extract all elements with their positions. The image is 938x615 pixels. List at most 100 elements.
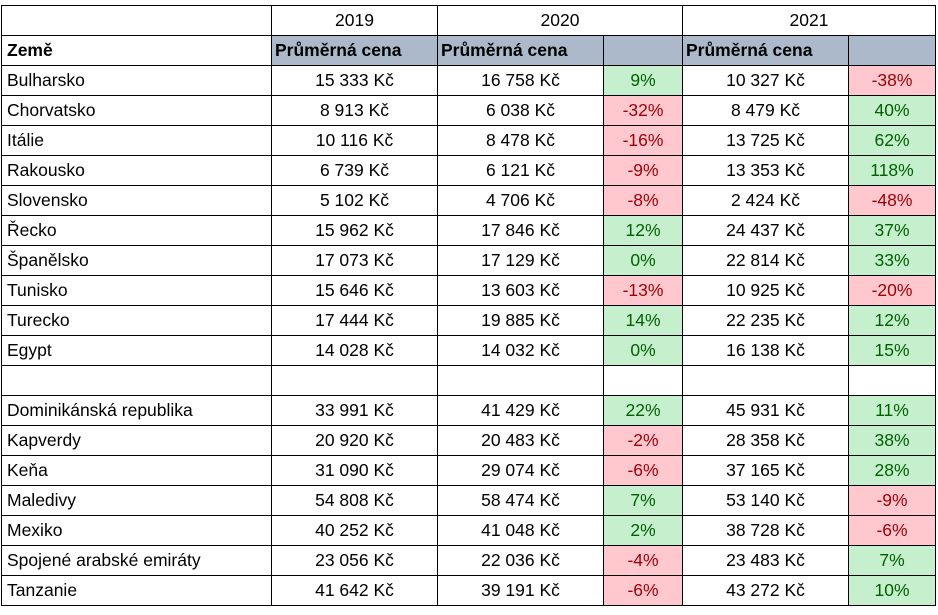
price-2019-cell: 17 444 Kč — [271, 305, 438, 336]
change-2021-cell: 118% — [848, 155, 936, 186]
change-2020-cell: 9% — [603, 65, 683, 96]
change-header-2020 — [603, 35, 683, 66]
table-row: Bulharsko 15 333 Kč 16 758 Kč 9% 10 327 Kč -3… — [1, 65, 936, 96]
change-2020-cell: 14% — [603, 305, 683, 336]
table-row: Španělsko 17 073 Kč 17 129 Kč 0% 22 814 Kč 33… — [1, 245, 936, 276]
price-2019-cell: 20 920 Kč — [271, 425, 438, 456]
price-2020-cell: 19 885 Kč — [437, 305, 604, 336]
price-2021-cell: 53 140 Kč — [682, 485, 849, 516]
price-2021-cell: 23 483 Kč — [682, 545, 849, 576]
price-header-2020: Průměrná cena — [437, 35, 604, 66]
change-2021-cell: -48% — [848, 185, 936, 216]
empty-cell — [271, 365, 438, 396]
header-row: Země Průměrná cena Průměrná cena Průměrn… — [1, 35, 936, 66]
change-2020-cell: -13% — [603, 275, 683, 306]
price-2021-cell: 2 424 Kč — [682, 185, 849, 216]
country-cell: Chorvatsko — [1, 95, 272, 126]
change-2021-cell: 10% — [848, 575, 936, 606]
price-2019-cell: 8 913 Kč — [271, 95, 438, 126]
price-2021-cell: 13 725 Kč — [682, 125, 849, 156]
table-row: Kapverdy 20 920 Kč 20 483 Kč -2% 28 358 Kč 38… — [1, 425, 936, 456]
change-2020-cell: 22% — [603, 395, 683, 426]
change-2021-cell: 33% — [848, 245, 936, 276]
change-2020-cell: 2% — [603, 515, 683, 546]
price-2019-cell: 31 090 Kč — [271, 455, 438, 486]
country-cell: Mexiko — [1, 515, 272, 546]
change-2020-cell: 12% — [603, 215, 683, 246]
table-row: Itálie 10 116 Kč 8 478 Kč -16% 13 725 Kč 62% — [1, 125, 936, 156]
empty-cell — [1, 365, 272, 396]
change-2020-cell: -8% — [603, 185, 683, 216]
table-row: Mexiko 40 252 Kč 41 048 Kč 2% 38 728 Kč -6% — [1, 515, 936, 546]
price-2019-cell: 41 642 Kč — [271, 575, 438, 606]
change-2021-cell: -9% — [848, 485, 936, 516]
change-header-2021 — [848, 35, 936, 66]
change-2021-cell: -38% — [848, 65, 936, 96]
empty-cell — [682, 365, 849, 396]
table-row: Spojené arabské emiráty 23 056 Kč 22 036 K… — [1, 545, 936, 576]
table-row: Egypt 14 028 Kč 14 032 Kč 0% 16 138 Kč 15% — [1, 335, 936, 366]
change-2021-cell: -6% — [848, 515, 936, 546]
price-2019-cell: 23 056 Kč — [271, 545, 438, 576]
change-2021-cell: -20% — [848, 275, 936, 306]
empty-cell — [437, 365, 604, 396]
table-row: Dominikánská republika 33 991 Kč 41 429 Kč… — [1, 395, 936, 426]
country-cell: Egypt — [1, 335, 272, 366]
country-cell: Turecko — [1, 305, 272, 336]
table-row: Keňa 31 090 Kč 29 074 Kč -6% 37 165 Kč 28% — [1, 455, 936, 486]
price-2019-cell: 15 646 Kč — [271, 275, 438, 306]
price-2020-cell: 14 032 Kč — [437, 335, 604, 366]
price-2020-cell: 4 706 Kč — [437, 185, 604, 216]
price-2020-cell: 13 603 Kč — [437, 275, 604, 306]
price-2020-cell: 8 478 Kč — [437, 125, 604, 156]
change-2021-cell: 38% — [848, 425, 936, 456]
change-2021-cell: 15% — [848, 335, 936, 366]
change-2020-cell: 7% — [603, 485, 683, 516]
price-2019-cell: 33 991 Kč — [271, 395, 438, 426]
price-2021-cell: 28 358 Kč — [682, 425, 849, 456]
price-2021-cell: 37 165 Kč — [682, 455, 849, 486]
price-2021-cell: 22 235 Kč — [682, 305, 849, 336]
price-2021-cell: 38 728 Kč — [682, 515, 849, 546]
table-row: Maledivy 54 808 Kč 58 474 Kč 7% 53 140 Kč -9% — [1, 485, 936, 516]
price-2021-cell: 22 814 Kč — [682, 245, 849, 276]
price-2020-cell: 20 483 Kč — [437, 425, 604, 456]
country-cell: Řecko — [1, 215, 272, 246]
year-2019: 2019 — [271, 5, 438, 36]
table-row: Rakousko 6 739 Kč 6 121 Kč -9% 13 353 Kč 118% — [1, 155, 936, 186]
table-row: Slovensko 5 102 Kč 4 706 Kč -8% 2 424 Kč -48% — [1, 185, 936, 216]
change-2021-cell: 11% — [848, 395, 936, 426]
table-row: Tunisko 15 646 Kč 13 603 Kč -13% 10 925 Kč -2… — [1, 275, 936, 306]
country-cell: Keňa — [1, 455, 272, 486]
country-cell: Itálie — [1, 125, 272, 156]
price-header-2021: Průměrná cena — [682, 35, 849, 66]
price-2020-cell: 41 429 Kč — [437, 395, 604, 426]
empty-cell — [603, 365, 683, 396]
year-row: 2019 2020 2021 — [1, 5, 936, 36]
price-2019-cell: 15 962 Kč — [271, 215, 438, 246]
change-2021-cell: 62% — [848, 125, 936, 156]
change-2020-cell: -6% — [603, 575, 683, 606]
price-2021-cell: 24 437 Kč — [682, 215, 849, 246]
price-2019-cell: 6 739 Kč — [271, 155, 438, 186]
year-2021: 2021 — [682, 5, 936, 36]
price-2021-cell: 45 931 Kč — [682, 395, 849, 426]
change-2021-cell: 28% — [848, 455, 936, 486]
price-2019-cell: 15 333 Kč — [271, 65, 438, 96]
change-2020-cell: -16% — [603, 125, 683, 156]
country-cell: Španělsko — [1, 245, 272, 276]
price-2020-cell: 58 474 Kč — [437, 485, 604, 516]
change-2021-cell: 37% — [848, 215, 936, 246]
country-cell: Slovensko — [1, 185, 272, 216]
change-2020-cell: -9% — [603, 155, 683, 186]
price-2019-cell: 40 252 Kč — [271, 515, 438, 546]
price-2021-cell: 16 138 Kč — [682, 335, 849, 366]
country-cell: Dominikánská republika — [1, 395, 272, 426]
price-2019-cell: 5 102 Kč — [271, 185, 438, 216]
country-cell: Maledivy — [1, 485, 272, 516]
change-2020-cell: 0% — [603, 335, 683, 366]
price-2020-cell: 29 074 Kč — [437, 455, 604, 486]
year-2020: 2020 — [437, 5, 683, 36]
change-2020-cell: 0% — [603, 245, 683, 276]
change-2020-cell: -32% — [603, 95, 683, 126]
